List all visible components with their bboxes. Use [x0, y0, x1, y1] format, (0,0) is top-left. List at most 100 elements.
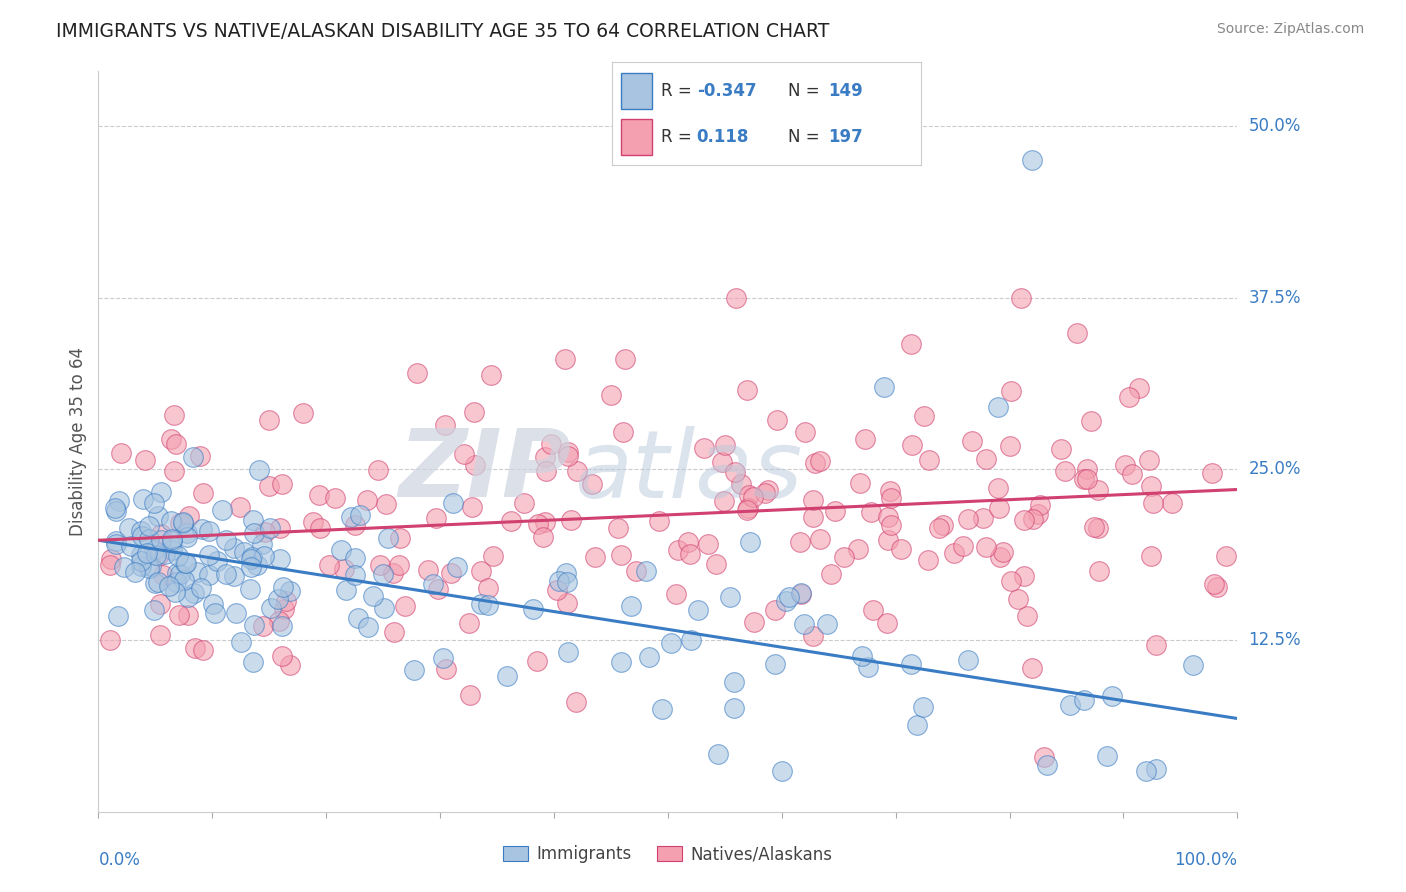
- Point: [697, 537, 720, 551]
- Point: [183, 450, 205, 464]
- Point: [142, 602, 165, 616]
- Text: N =: N =: [787, 82, 825, 100]
- Point: [406, 366, 429, 380]
- Point: [991, 545, 1014, 559]
- Point: [252, 619, 274, 633]
- Point: [361, 589, 384, 603]
- Point: [808, 454, 831, 468]
- Point: [876, 509, 898, 524]
- Point: [789, 534, 811, 549]
- Point: [1007, 592, 1029, 607]
- Point: [1140, 549, 1163, 564]
- Point: [427, 582, 450, 597]
- Point: [145, 548, 167, 562]
- Point: [162, 464, 184, 478]
- Point: [138, 533, 160, 547]
- Text: IMMIGRANTS VS NATIVE/ALASKAN DISABILITY AGE 35 TO 64 CORRELATION CHART: IMMIGRANTS VS NATIVE/ALASKAN DISABILITY …: [56, 22, 830, 41]
- Point: [834, 549, 856, 564]
- Point: [107, 609, 129, 624]
- Point: [540, 437, 562, 451]
- Point: [1073, 472, 1095, 486]
- Point: [274, 594, 297, 608]
- Text: N =: N =: [787, 128, 825, 145]
- Point: [160, 534, 183, 549]
- Point: [526, 517, 548, 532]
- Point: [1139, 453, 1161, 467]
- Point: [693, 441, 716, 455]
- Point: [240, 549, 263, 564]
- Point: [620, 599, 643, 614]
- Point: [790, 587, 813, 601]
- Point: [271, 477, 294, 491]
- Point: [1021, 661, 1043, 675]
- Point: [1083, 520, 1105, 534]
- Point: [952, 539, 974, 553]
- Point: [557, 444, 579, 458]
- Point: [1029, 498, 1052, 512]
- Point: [394, 599, 416, 613]
- Point: [730, 477, 752, 491]
- Point: [1087, 521, 1109, 535]
- Point: [246, 558, 269, 572]
- Point: [676, 535, 699, 549]
- Text: atlas: atlas: [575, 425, 803, 516]
- Point: [257, 412, 280, 426]
- Point: [801, 493, 824, 508]
- Point: [131, 548, 153, 562]
- Point: [737, 502, 759, 516]
- Point: [531, 531, 554, 545]
- Point: [201, 597, 224, 611]
- Point: [477, 598, 499, 612]
- Point: [801, 629, 824, 643]
- Text: Source: ZipAtlas.com: Source: ZipAtlas.com: [1216, 22, 1364, 37]
- Point: [422, 576, 444, 591]
- Point: [957, 511, 980, 525]
- Point: [1059, 698, 1081, 712]
- Point: [1206, 580, 1229, 594]
- Point: [987, 501, 1010, 516]
- Point: [333, 562, 356, 576]
- Point: [770, 764, 793, 778]
- Point: [775, 594, 797, 608]
- Point: [1076, 462, 1098, 476]
- Point: [425, 510, 447, 524]
- Point: [464, 458, 486, 472]
- Point: [349, 508, 371, 523]
- Point: [225, 606, 247, 620]
- Point: [735, 383, 758, 397]
- Point: [1050, 442, 1073, 456]
- Point: [1032, 750, 1054, 764]
- Legend: Immigrants, Natives/Alaskans: Immigrants, Natives/Alaskans: [496, 838, 839, 870]
- Point: [198, 548, 221, 562]
- Point: [308, 488, 330, 502]
- Point: [763, 603, 786, 617]
- Point: [382, 625, 405, 640]
- Point: [323, 491, 346, 505]
- Point: [160, 514, 183, 528]
- Point: [110, 446, 132, 460]
- Point: [1076, 472, 1098, 486]
- Point: [876, 615, 898, 630]
- Point: [100, 552, 122, 566]
- Point: [441, 496, 464, 510]
- Point: [998, 439, 1021, 453]
- Point: [186, 565, 208, 579]
- Point: [266, 592, 288, 607]
- Point: [567, 465, 589, 479]
- Point: [172, 515, 194, 529]
- Text: 0.0%: 0.0%: [98, 851, 141, 869]
- Point: [150, 533, 173, 547]
- Point: [433, 417, 456, 432]
- Point: [222, 541, 245, 556]
- Point: [432, 651, 454, 665]
- Point: [1010, 291, 1032, 305]
- Point: [801, 510, 824, 524]
- Point: [536, 464, 558, 478]
- Point: [526, 654, 548, 668]
- Text: ZIP: ZIP: [398, 425, 571, 517]
- Point: [242, 525, 264, 540]
- Point: [308, 521, 330, 535]
- Point: [710, 455, 733, 469]
- Point: [554, 352, 576, 367]
- Point: [741, 490, 763, 504]
